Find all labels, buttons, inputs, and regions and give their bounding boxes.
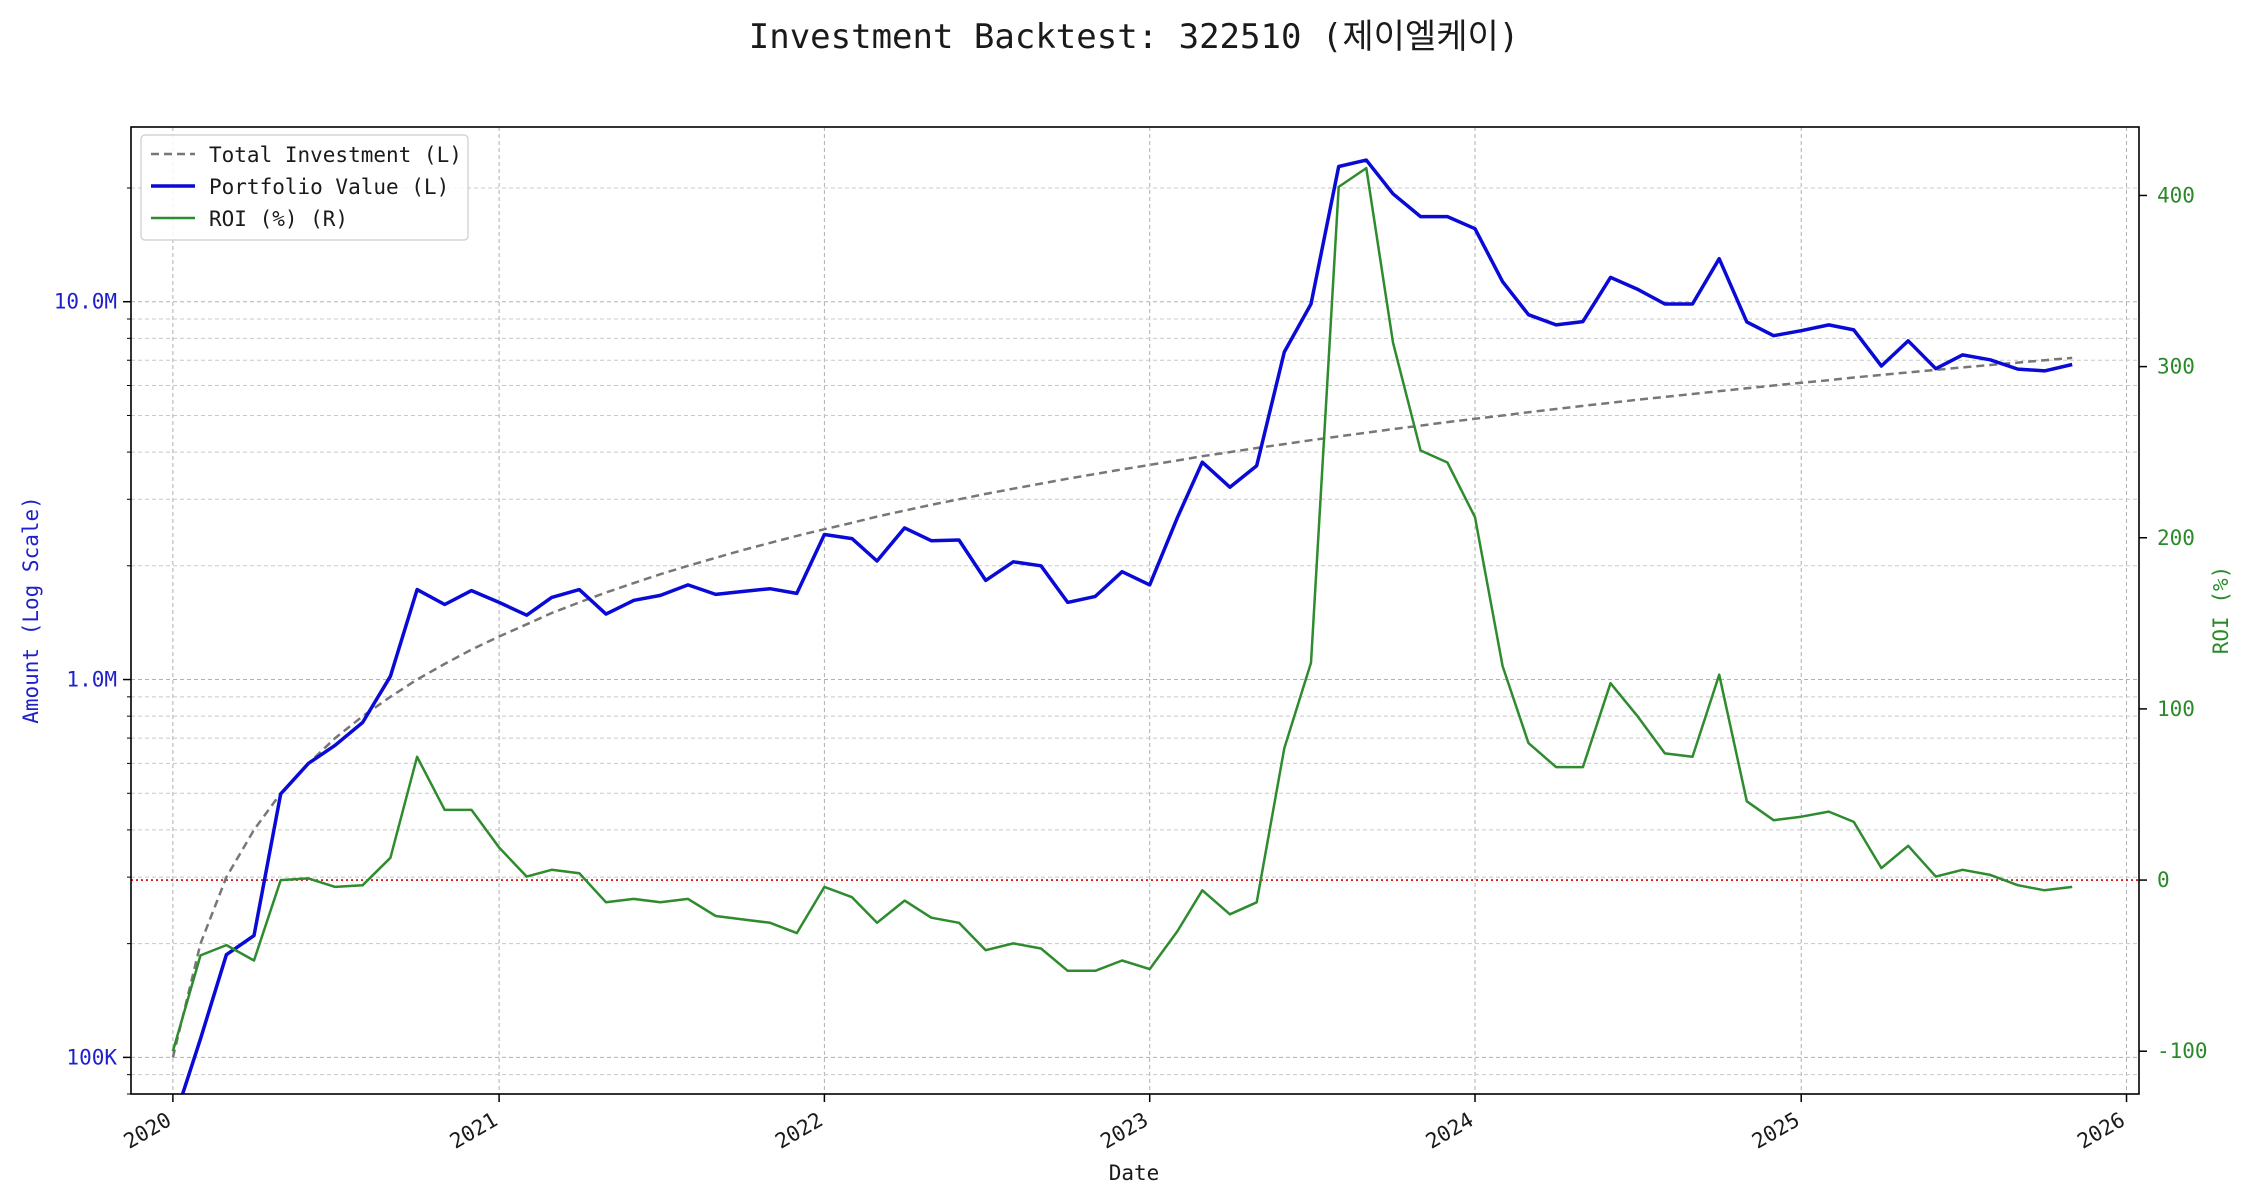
legend: Total Investment (L) Portfolio Value (L)… <box>140 134 469 241</box>
left-tick-label: 100K <box>66 1045 117 1069</box>
legend-box <box>140 134 469 241</box>
grid <box>131 127 2139 1095</box>
right-tick-label: 100 <box>2157 697 2195 721</box>
left-tick-label: 1.0M <box>66 668 117 692</box>
series-line-roi <box>171 166 2073 1052</box>
legend-label-roi: ROI (%) (R) <box>209 207 348 231</box>
left-axis-label: Amount (Log Scale) <box>19 496 43 724</box>
series-line-portfolio-value <box>180 158 2073 1094</box>
right-tick-label: -100 <box>2157 1039 2208 1063</box>
left-tick-label: 10.0M <box>54 290 117 314</box>
legend-label-total-investment: Total Investment (L) <box>209 143 462 167</box>
series-lines <box>171 158 2073 1094</box>
x-axis-label: Date <box>1109 1161 1160 1185</box>
right-tick-label: 400 <box>2157 183 2195 207</box>
right-tick-label: 0 <box>2157 868 2170 892</box>
chart-title: Investment Backtest: 322510 (제이엘케이) <box>749 17 1520 57</box>
left-axis-ticks: 100K 1.0M 10.0M <box>54 187 131 1095</box>
right-axis-ticks: -100 0 100 200 300 400 <box>2139 183 2208 1063</box>
series-line-total-investment <box>171 356 2073 1058</box>
plot-frame <box>130 126 2140 1095</box>
right-axis-label: ROI (%) <box>2209 566 2233 655</box>
right-tick-label: 300 <box>2157 355 2195 379</box>
legend-label-portfolio-value: Portfolio Value (L) <box>209 175 449 199</box>
right-tick-label: 200 <box>2157 526 2195 550</box>
